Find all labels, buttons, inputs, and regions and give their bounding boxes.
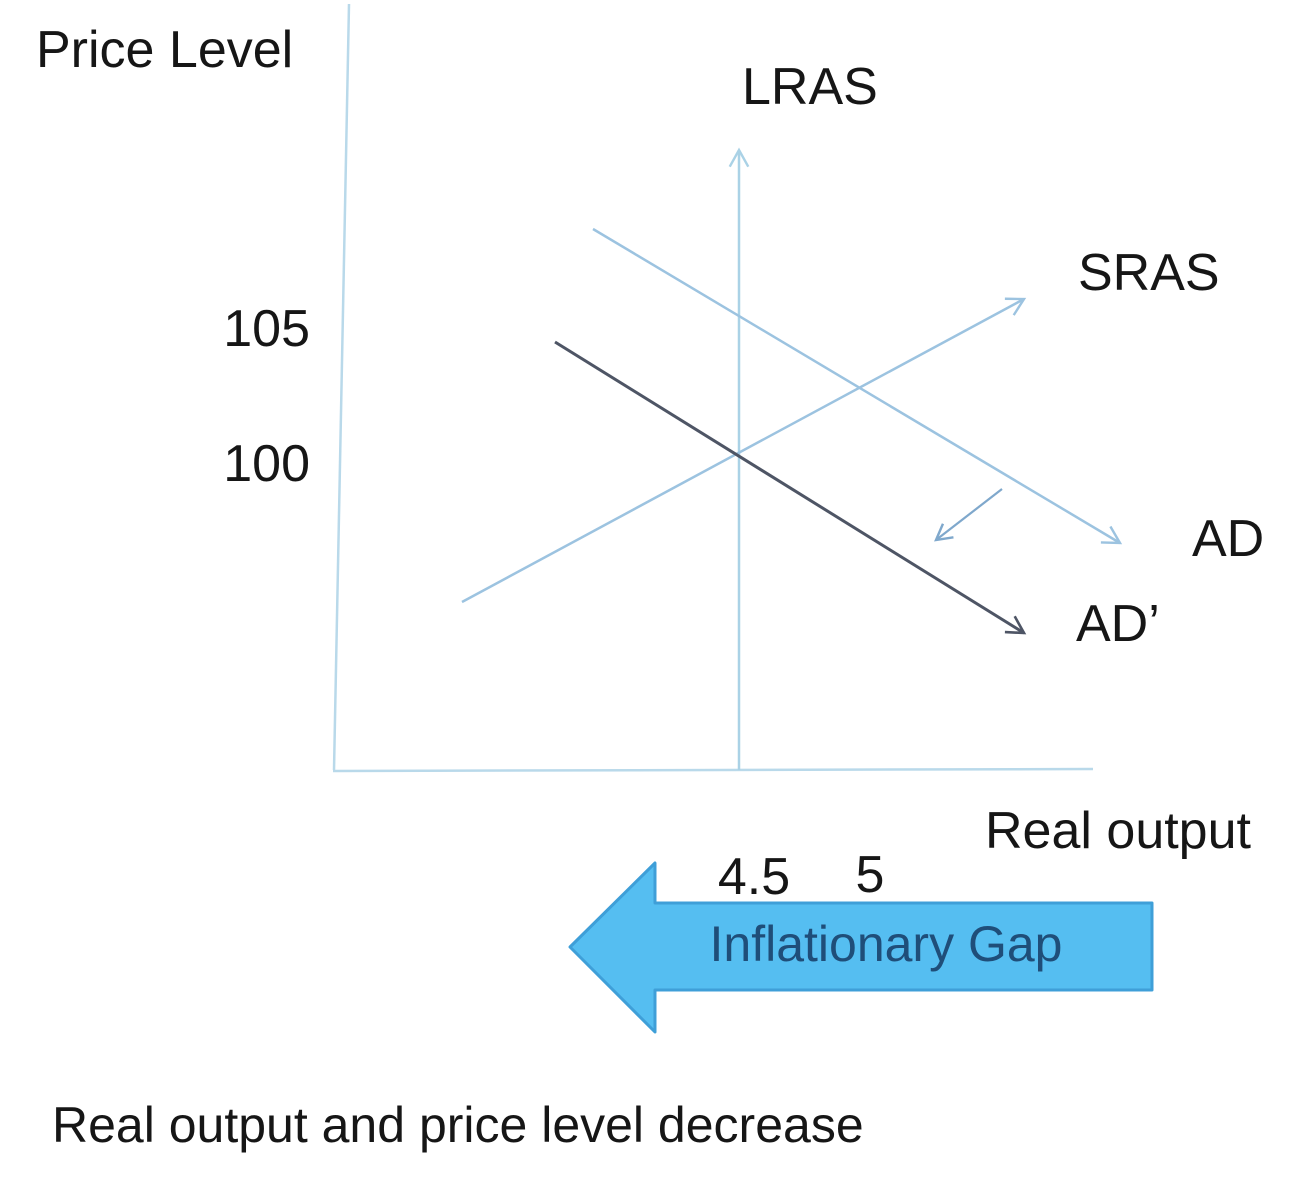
- y-axis-line: [332, 3, 351, 771]
- y-axis-title: Price Level: [36, 21, 294, 79]
- lras-curve-label: LRAS: [742, 58, 878, 116]
- y-tick-100: 100: [223, 435, 310, 493]
- inflationary-gap-label: Inflationary Gap: [709, 916, 1063, 972]
- ad-curve-label: AD: [1192, 510, 1265, 568]
- sras-curve-label: SRAS: [1078, 244, 1220, 302]
- diagram-caption: Real output and price level decrease: [52, 1097, 864, 1153]
- x-tick-5: 5: [855, 846, 885, 904]
- y-tick-105: 105: [223, 300, 310, 358]
- x-tick-4-5: 4.5: [717, 848, 791, 906]
- ad-prime-line: [554, 340, 1027, 635]
- ad-prime-curve-label: AD’: [1076, 595, 1160, 653]
- ad-shift-arrow: [934, 488, 1003, 542]
- sras-line: [461, 297, 1027, 604]
- x-axis-title: Real output: [985, 802, 1251, 860]
- x-axis-line: [332, 767, 1094, 773]
- ad-line: [592, 227, 1123, 545]
- inflationary-gap-arrow: [568, 861, 1154, 1034]
